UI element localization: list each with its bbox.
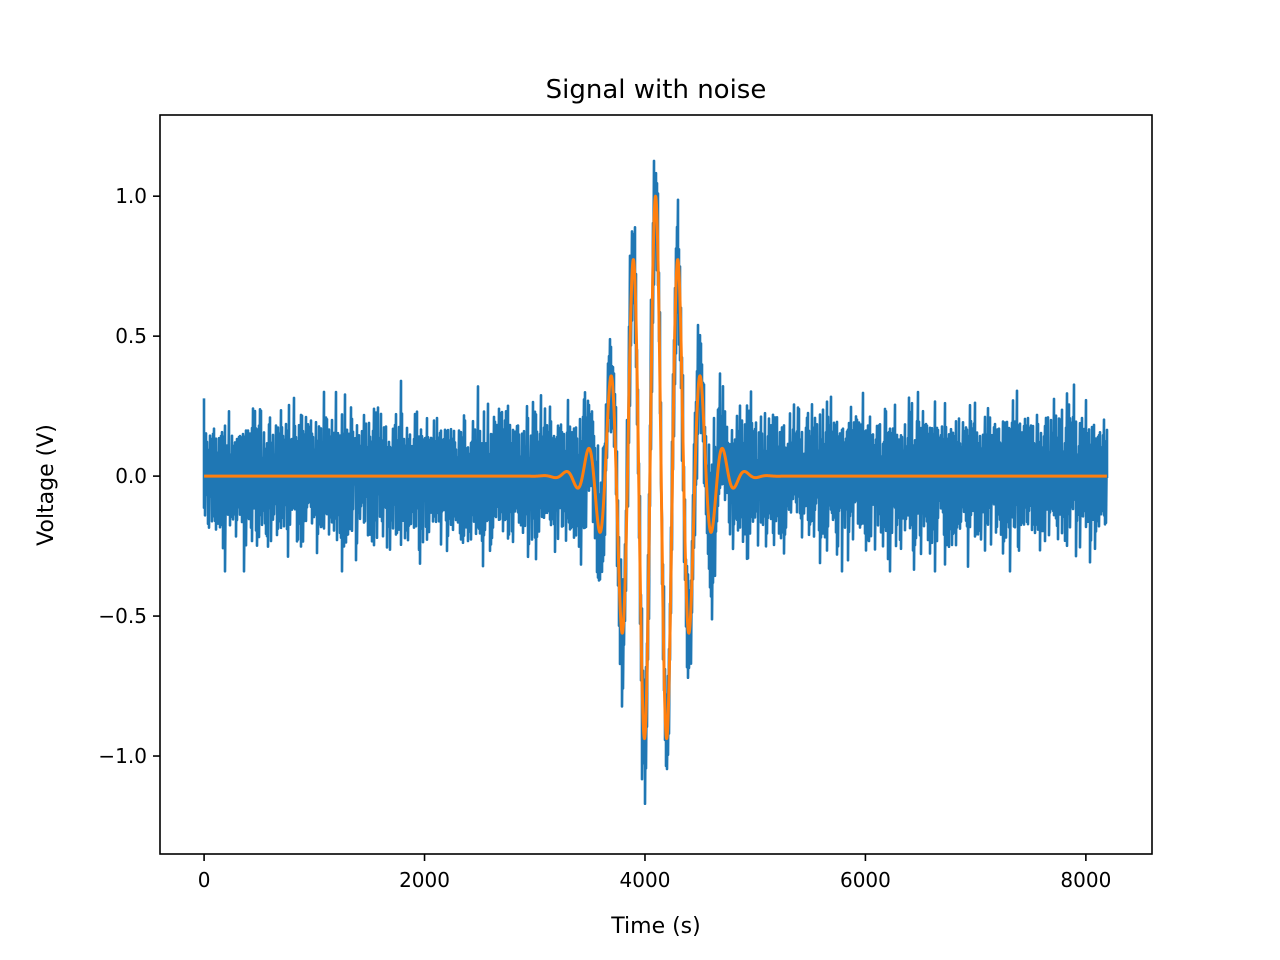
y-axis-ticks: 1.0 0.5 0.0 −0.5 −1.0 xyxy=(98,184,160,768)
x-axis-ticks: 0 2000 4000 6000 8000 xyxy=(198,854,1111,892)
plot-area xyxy=(202,159,1109,805)
y-axis-label: Voltage (V) xyxy=(34,424,59,546)
y-tick-label: −1.0 xyxy=(98,744,147,768)
x-tick-label: 8000 xyxy=(1060,868,1111,892)
y-tick-label: 1.0 xyxy=(115,184,147,208)
y-tick-label: −0.5 xyxy=(98,604,147,628)
x-axis-label: Time (s) xyxy=(610,914,700,939)
series-clean-signal-line xyxy=(202,194,1109,741)
y-tick-label: 0.5 xyxy=(115,324,147,348)
x-tick-label: 2000 xyxy=(399,868,450,892)
x-tick-label: 6000 xyxy=(840,868,891,892)
axes-frame xyxy=(159,114,1153,855)
y-tick-label: 0.0 xyxy=(115,464,147,488)
x-tick-label: 4000 xyxy=(620,868,671,892)
chart-title: Signal with noise xyxy=(546,75,767,105)
x-tick-label: 0 xyxy=(198,868,211,892)
